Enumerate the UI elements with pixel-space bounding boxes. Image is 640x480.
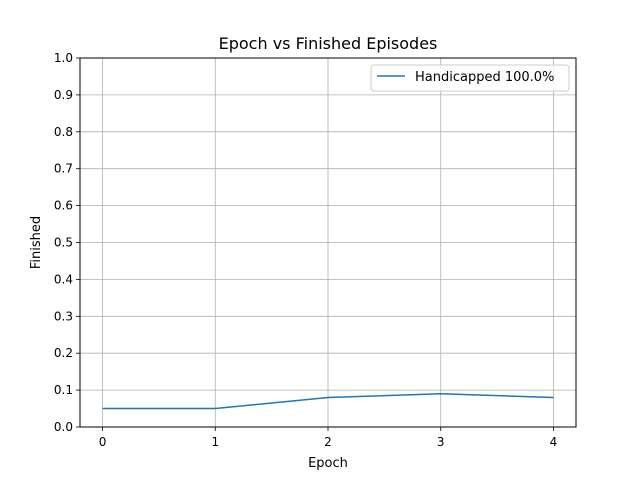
y-tick-label: 0.4 <box>54 272 73 286</box>
y-tick-label: 0.6 <box>54 199 73 213</box>
x-tick-label: 1 <box>211 435 219 449</box>
y-tick-label: 0.7 <box>54 162 73 176</box>
y-tick-label: 0.9 <box>54 88 73 102</box>
x-tick-label: 2 <box>324 435 332 449</box>
legend: Handicapped 100.0% <box>370 64 570 92</box>
x-tick-label: 3 <box>437 435 445 449</box>
y-tick-label: 1.0 <box>54 51 73 65</box>
y-tick-label: 0.1 <box>54 383 73 397</box>
y-tick-label: 0.0 <box>54 420 73 434</box>
x-axis-ticks: 0 1 2 3 4 <box>99 427 558 449</box>
series-layer <box>102 393 554 410</box>
x-axis-label: Epoch <box>308 456 348 471</box>
y-tick-label: 0.3 <box>54 309 73 323</box>
legend-box <box>370 64 570 92</box>
series-line-0 <box>102 393 554 410</box>
chart-title: Epoch vs Finished Episodes <box>219 34 438 53</box>
y-axis-ticks: 0.0 0.1 0.2 0.3 0.4 0.5 0.6 0.7 0.8 0.9 1.0 <box>54 51 80 434</box>
grid-lines <box>80 57 576 428</box>
y-tick-label: 0.2 <box>54 346 73 360</box>
legend-label-handicapped: Handicapped 100.0% <box>415 70 554 85</box>
x-tick-label: 0 <box>99 435 107 449</box>
y-tick-label: 0.5 <box>54 236 73 250</box>
y-axis-label: Finished <box>29 216 44 269</box>
x-tick-label: 4 <box>550 435 558 449</box>
y-tick-label: 0.8 <box>54 125 73 139</box>
